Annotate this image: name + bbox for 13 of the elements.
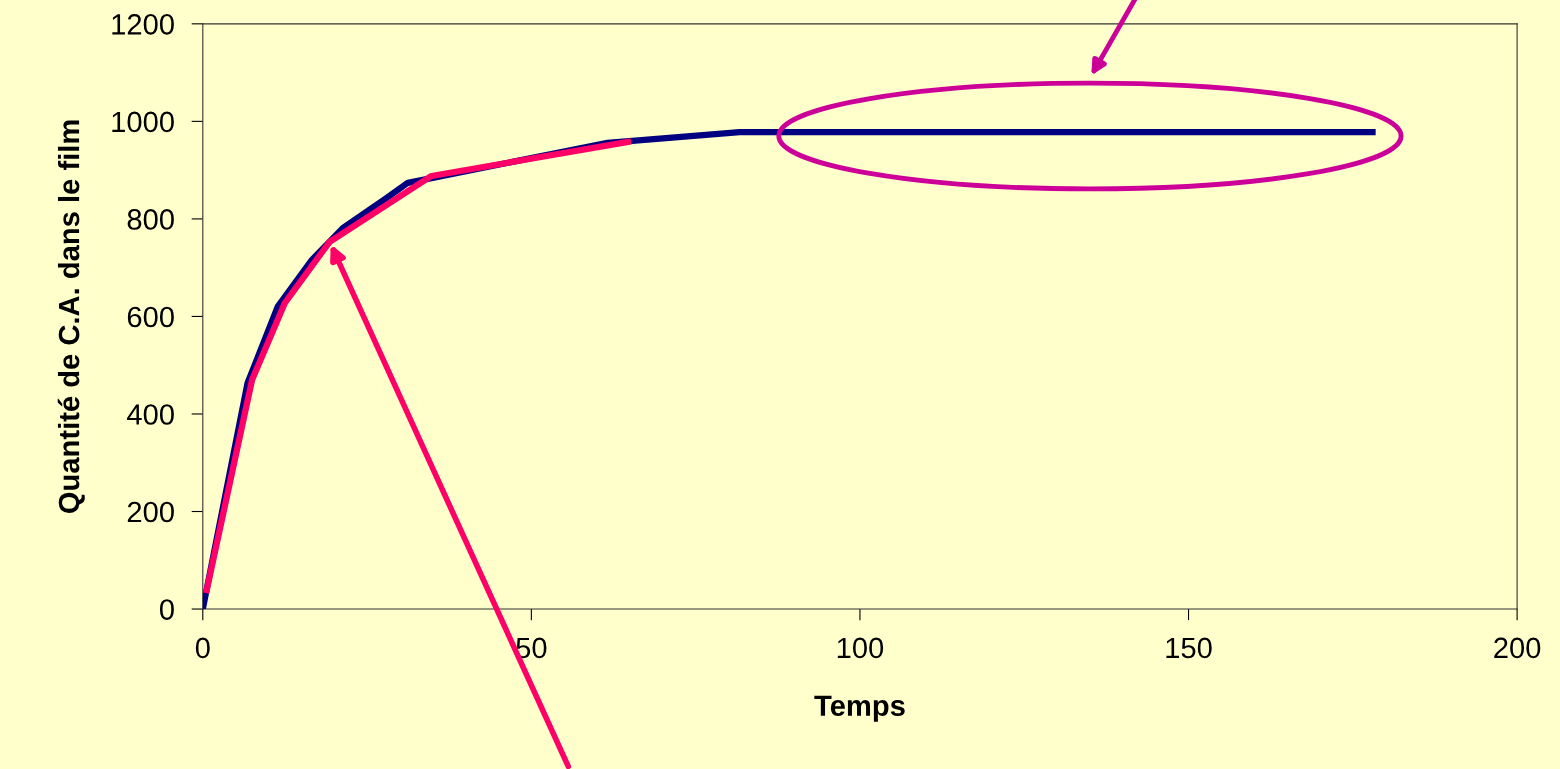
y-tick-label: 1200 xyxy=(112,14,174,35)
y-tick-label: 0 xyxy=(159,599,174,620)
x-axis-title: Temps xyxy=(814,695,905,722)
y-tick-label: 1000 xyxy=(112,111,174,133)
x-tick-label: 150 xyxy=(1166,637,1212,659)
x-tick-label: 200 xyxy=(1494,637,1541,659)
y-tick-label: 800 xyxy=(127,209,174,230)
y-axis-title: Quantité de C.A. dans le film xyxy=(57,120,85,513)
y-tick-label: 200 xyxy=(127,501,174,523)
x-tick-label: 100 xyxy=(837,637,884,659)
y-tick-label: 400 xyxy=(127,404,174,425)
x-tick-label: 0 xyxy=(195,637,210,659)
y-tick-label: 600 xyxy=(127,306,174,328)
